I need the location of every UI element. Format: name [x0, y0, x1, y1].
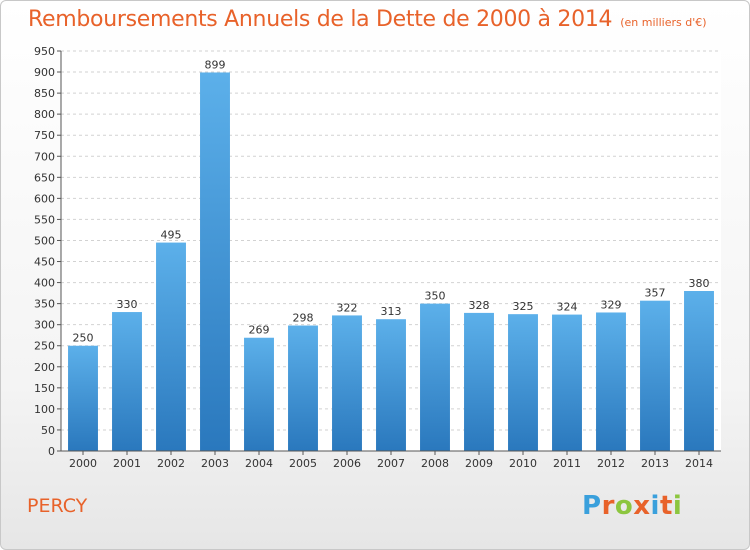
y-tick-label: 950: [34, 45, 55, 58]
data-label: 298: [293, 312, 314, 325]
y-tick-label: 900: [34, 66, 55, 79]
bar: [244, 337, 274, 451]
y-tick-label: 50: [41, 424, 55, 437]
bar: [288, 325, 318, 451]
x-tick-label: 2006: [333, 457, 361, 470]
x-tick-label: 2010: [509, 457, 537, 470]
data-label: 380: [689, 277, 710, 290]
data-label: 250: [73, 332, 94, 345]
bar: [684, 291, 714, 451]
y-tick-label: 700: [34, 150, 55, 163]
logo-letter: t: [659, 491, 673, 521]
y-tick-label: 400: [34, 277, 55, 290]
y-tick-label: 300: [34, 319, 55, 332]
bar: [156, 242, 186, 451]
x-tick-label: 2014: [685, 457, 713, 470]
x-tick-label: 2011: [553, 457, 581, 470]
y-tick-label: 200: [34, 361, 55, 374]
y-tick-label: 250: [34, 340, 55, 353]
x-tick-label: 2009: [465, 457, 493, 470]
logo-letter: x: [633, 491, 651, 521]
bar: [508, 314, 538, 451]
data-label: 330: [117, 298, 138, 311]
logo-letter: i: [672, 491, 683, 521]
data-label: 357: [645, 287, 666, 300]
x-tick-label: 2005: [289, 457, 317, 470]
chart-subtitle: (en milliers d'€): [620, 16, 707, 29]
data-label: 350: [425, 290, 446, 303]
y-tick-label: 450: [34, 256, 55, 269]
logo-letter: o: [614, 491, 634, 521]
x-tick-label: 2007: [377, 457, 405, 470]
x-tick-label: 2004: [245, 457, 273, 470]
y-tick-label: 850: [34, 87, 55, 100]
bar: [640, 300, 670, 451]
bar: [332, 315, 362, 451]
data-label: 328: [469, 299, 490, 312]
data-label: 899: [205, 58, 226, 71]
bar: [596, 312, 626, 451]
bar: [552, 314, 582, 451]
y-tick-label: 0: [48, 445, 55, 458]
data-label: 329: [601, 298, 622, 311]
y-tick-label: 800: [34, 108, 55, 121]
bar: [464, 312, 494, 451]
bar: [420, 303, 450, 451]
x-tick-label: 2013: [641, 457, 669, 470]
y-tick-label: 550: [34, 213, 55, 226]
y-tick-label: 750: [34, 129, 55, 142]
data-label: 495: [161, 229, 182, 242]
y-tick-label: 500: [34, 234, 55, 247]
bar: [68, 345, 98, 451]
x-tick-label: 2003: [201, 457, 229, 470]
x-tick-label: 2002: [157, 457, 185, 470]
bar: [200, 72, 230, 451]
data-label: 324: [557, 301, 578, 314]
y-tick-label: 350: [34, 298, 55, 311]
x-tick-label: 2012: [597, 457, 625, 470]
data-label: 269: [249, 324, 270, 337]
data-label: 325: [513, 300, 534, 313]
y-tick-label: 650: [34, 171, 55, 184]
proxiti-logo: Proxiti: [582, 491, 682, 521]
x-tick-label: 2008: [421, 457, 449, 470]
data-label: 313: [381, 305, 402, 318]
chart-title-text: Remboursements Annuels de la Dette de 20…: [28, 7, 613, 32]
data-label: 322: [337, 301, 358, 314]
y-tick-label: 100: [34, 403, 55, 416]
logo-letter: P: [582, 491, 602, 521]
y-tick-label: 150: [34, 382, 55, 395]
x-tick-label: 2000: [69, 457, 97, 470]
chart-title: Remboursements Annuels de la Dette de 20…: [28, 7, 707, 32]
y-tick-label: 600: [34, 192, 55, 205]
city-name: PERCY: [27, 495, 88, 517]
bar: [112, 312, 142, 451]
bar: [376, 319, 406, 451]
logo-letter: i: [650, 491, 660, 521]
x-tick-label: 2001: [113, 457, 141, 470]
logo-letter: r: [601, 491, 615, 521]
